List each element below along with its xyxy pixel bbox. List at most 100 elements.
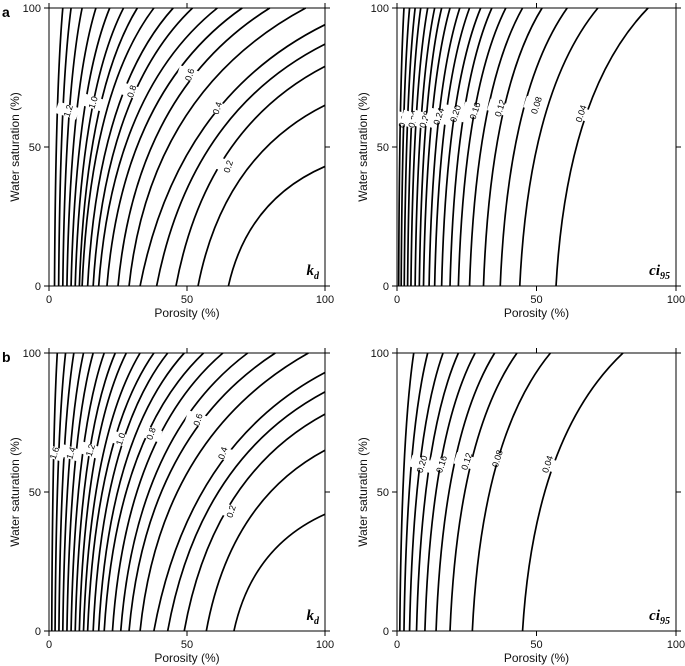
- contour-labels: 1.2 1.0 0.8 0.6 0.4 0.2: [55, 65, 240, 176]
- chart-panel-b-right: 0.20 0.16 0.12 0.08 0.04 0 50 100 0 50 100 Porosity…: [356, 348, 685, 665]
- contour-line: [82, 352, 141, 632]
- contour-line: [97, 352, 185, 632]
- panel-name: ci95: [649, 608, 670, 627]
- contour-line: [86, 7, 174, 287]
- contour-line: [81, 7, 155, 287]
- contour-line: [92, 7, 194, 287]
- contour-line: [471, 352, 552, 632]
- panels: 1.2 1.0 0.8 0.6 0.4 0.2 0 50 100 0 50 100 Porosity (…: [8, 3, 685, 665]
- contour-lines: [398, 352, 624, 632]
- contour-label-bg: [57, 443, 83, 462]
- contour-label: 1.2: [84, 443, 97, 458]
- contour-line: [74, 352, 117, 632]
- contour-label-bg: [176, 65, 202, 84]
- contour-line: [61, 352, 85, 632]
- panel-name-subscript: 95: [660, 271, 670, 282]
- contour-line: [153, 371, 326, 632]
- contour-line: [403, 352, 429, 632]
- panel-name-main: k: [307, 263, 315, 279]
- panel-name-subscript: d: [314, 271, 320, 282]
- contour-line: [111, 352, 224, 632]
- contour-line: [166, 391, 326, 632]
- contour-label: 0.4: [211, 101, 224, 116]
- contour-line: [440, 7, 482, 287]
- panel-label-b: b: [2, 349, 11, 365]
- contour-label-bg: [55, 101, 80, 120]
- contour-line: [499, 7, 568, 287]
- contour-labels: 0.20 0.16 0.12 0.08 0.04: [408, 449, 560, 474]
- contour-line: [61, 7, 83, 287]
- contour-line: [57, 7, 72, 287]
- contour-lines: [50, 352, 326, 632]
- contour-label-bg: [486, 98, 512, 117]
- contour-label-bg: [428, 454, 454, 473]
- y-tick-label: 100: [23, 3, 41, 15]
- chart-panel-a-left: 1.2 1.0 0.8 0.6 0.4 0.2 0 50 100 0 50 100 Porosity (…: [8, 3, 334, 320]
- contour-line: [128, 352, 276, 632]
- contour-line: [197, 104, 326, 287]
- contour-label: 0.2: [224, 504, 237, 519]
- contour-label: 1.2: [62, 103, 75, 118]
- contour-label: 0.6: [191, 412, 204, 427]
- y-tick-label: 50: [29, 142, 41, 154]
- contour-line: [103, 352, 205, 632]
- contour-label-bg: [209, 443, 235, 462]
- panel-name-subscript: d: [314, 616, 320, 627]
- contour-label-bg: [425, 107, 451, 126]
- contour-line: [58, 352, 75, 632]
- contour-label-bg: [77, 440, 102, 460]
- y-tick-label: 50: [377, 487, 389, 499]
- contour-label: 0.8: [125, 84, 138, 99]
- y-axis-label: Water saturation (%): [8, 437, 22, 547]
- x-tick-label: 100: [316, 294, 334, 306]
- contour-line: [139, 23, 326, 287]
- contour-line: [175, 65, 326, 287]
- x-tick-label: 0: [394, 639, 400, 651]
- axis-ticks: 0 50 100 0 50 100: [371, 3, 685, 306]
- contour-label: 0.6: [183, 67, 196, 82]
- contour-line: [518, 7, 599, 287]
- y-tick-label: 50: [29, 487, 41, 499]
- y-tick-label: 0: [383, 281, 389, 293]
- contour-lines: [397, 7, 649, 287]
- contour-line: [119, 352, 249, 632]
- panel-name-main: k: [307, 608, 315, 624]
- y-tick-label: 100: [371, 3, 389, 15]
- x-tick-label: 100: [667, 639, 685, 651]
- contour-label-bg: [204, 98, 229, 117]
- contour-label-bg: [215, 157, 240, 176]
- x-tick-label: 0: [46, 639, 52, 651]
- contour-lines: [53, 7, 326, 287]
- contour-label: 1.4: [64, 446, 77, 461]
- x-tick-label: 0: [394, 294, 400, 306]
- x-tick-label: 50: [530, 639, 542, 651]
- contour-line: [117, 7, 271, 287]
- contour-label-bg: [523, 95, 548, 115]
- contour-label-bg: [217, 502, 243, 521]
- contour-line: [424, 352, 476, 632]
- contour-label: 0.8: [144, 426, 157, 441]
- contour-label-bg: [461, 101, 487, 120]
- contour-line: [74, 7, 125, 287]
- x-axis-label: Porosity (%): [154, 306, 219, 320]
- x-axis-label: Porosity (%): [154, 651, 219, 665]
- panel-name-main: ci: [649, 608, 661, 624]
- contour-line: [521, 352, 624, 632]
- contour-line: [435, 352, 496, 632]
- contour-line: [449, 352, 518, 632]
- panel-name: ci95: [649, 263, 670, 282]
- contour-line: [398, 352, 415, 632]
- contour-label-bg: [408, 454, 434, 473]
- contour-label-bg: [137, 424, 163, 443]
- contour-line: [92, 352, 169, 632]
- contour-line: [227, 165, 326, 287]
- contour-line: [78, 352, 128, 632]
- contour-line: [482, 7, 543, 287]
- panel-label-a: a: [2, 4, 10, 20]
- x-tick-label: 50: [181, 294, 193, 306]
- x-tick-label: 50: [181, 639, 193, 651]
- y-tick-label: 0: [35, 626, 41, 638]
- contour-line: [457, 7, 507, 287]
- contour-label-bg: [567, 104, 593, 123]
- contour-label-bg: [484, 449, 509, 468]
